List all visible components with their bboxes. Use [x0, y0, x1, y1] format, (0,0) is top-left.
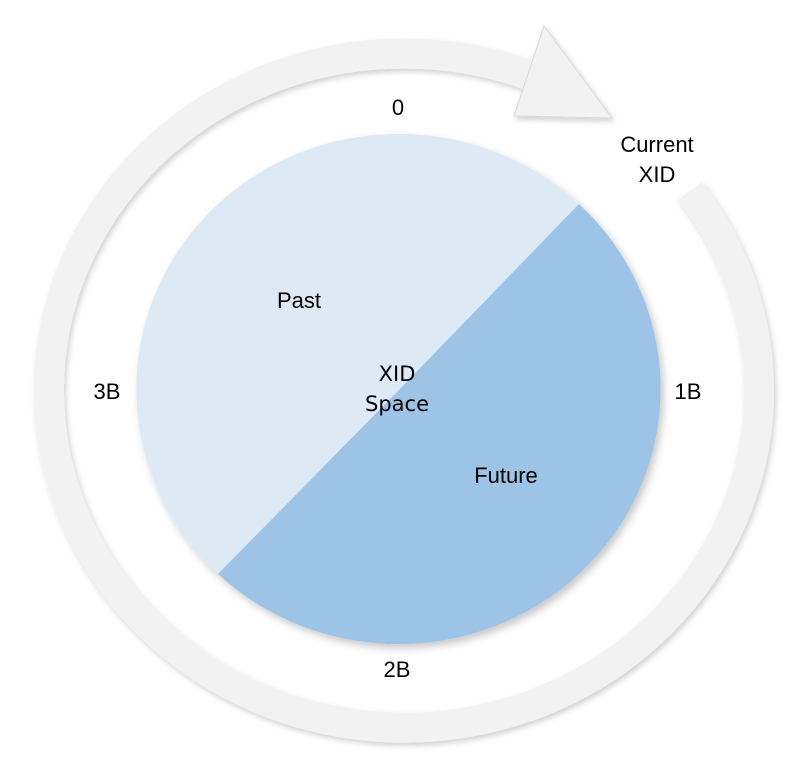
future-slice [218, 204, 661, 645]
past-label: Past [277, 288, 321, 313]
center-label: XID Space [365, 362, 429, 416]
current-xid-label: Current XID [620, 132, 693, 187]
current-xid-line2: XID [639, 162, 676, 187]
label-zero: 0 [392, 95, 404, 120]
past-slice [136, 133, 579, 575]
future-label: Future [474, 463, 538, 488]
label-two-b: 2B [384, 657, 411, 682]
circular-arrow-ring [33, 24, 774, 743]
current-xid-line1: Current [620, 132, 693, 157]
label-one-b: 1B [675, 379, 702, 404]
ring-arrowhead [513, 24, 614, 119]
ring-arc [33, 38, 774, 743]
label-three-b: 3B [94, 379, 121, 404]
xid-pie [136, 133, 661, 645]
center-line1: XID [379, 362, 416, 386]
center-line2: Space [365, 392, 429, 416]
